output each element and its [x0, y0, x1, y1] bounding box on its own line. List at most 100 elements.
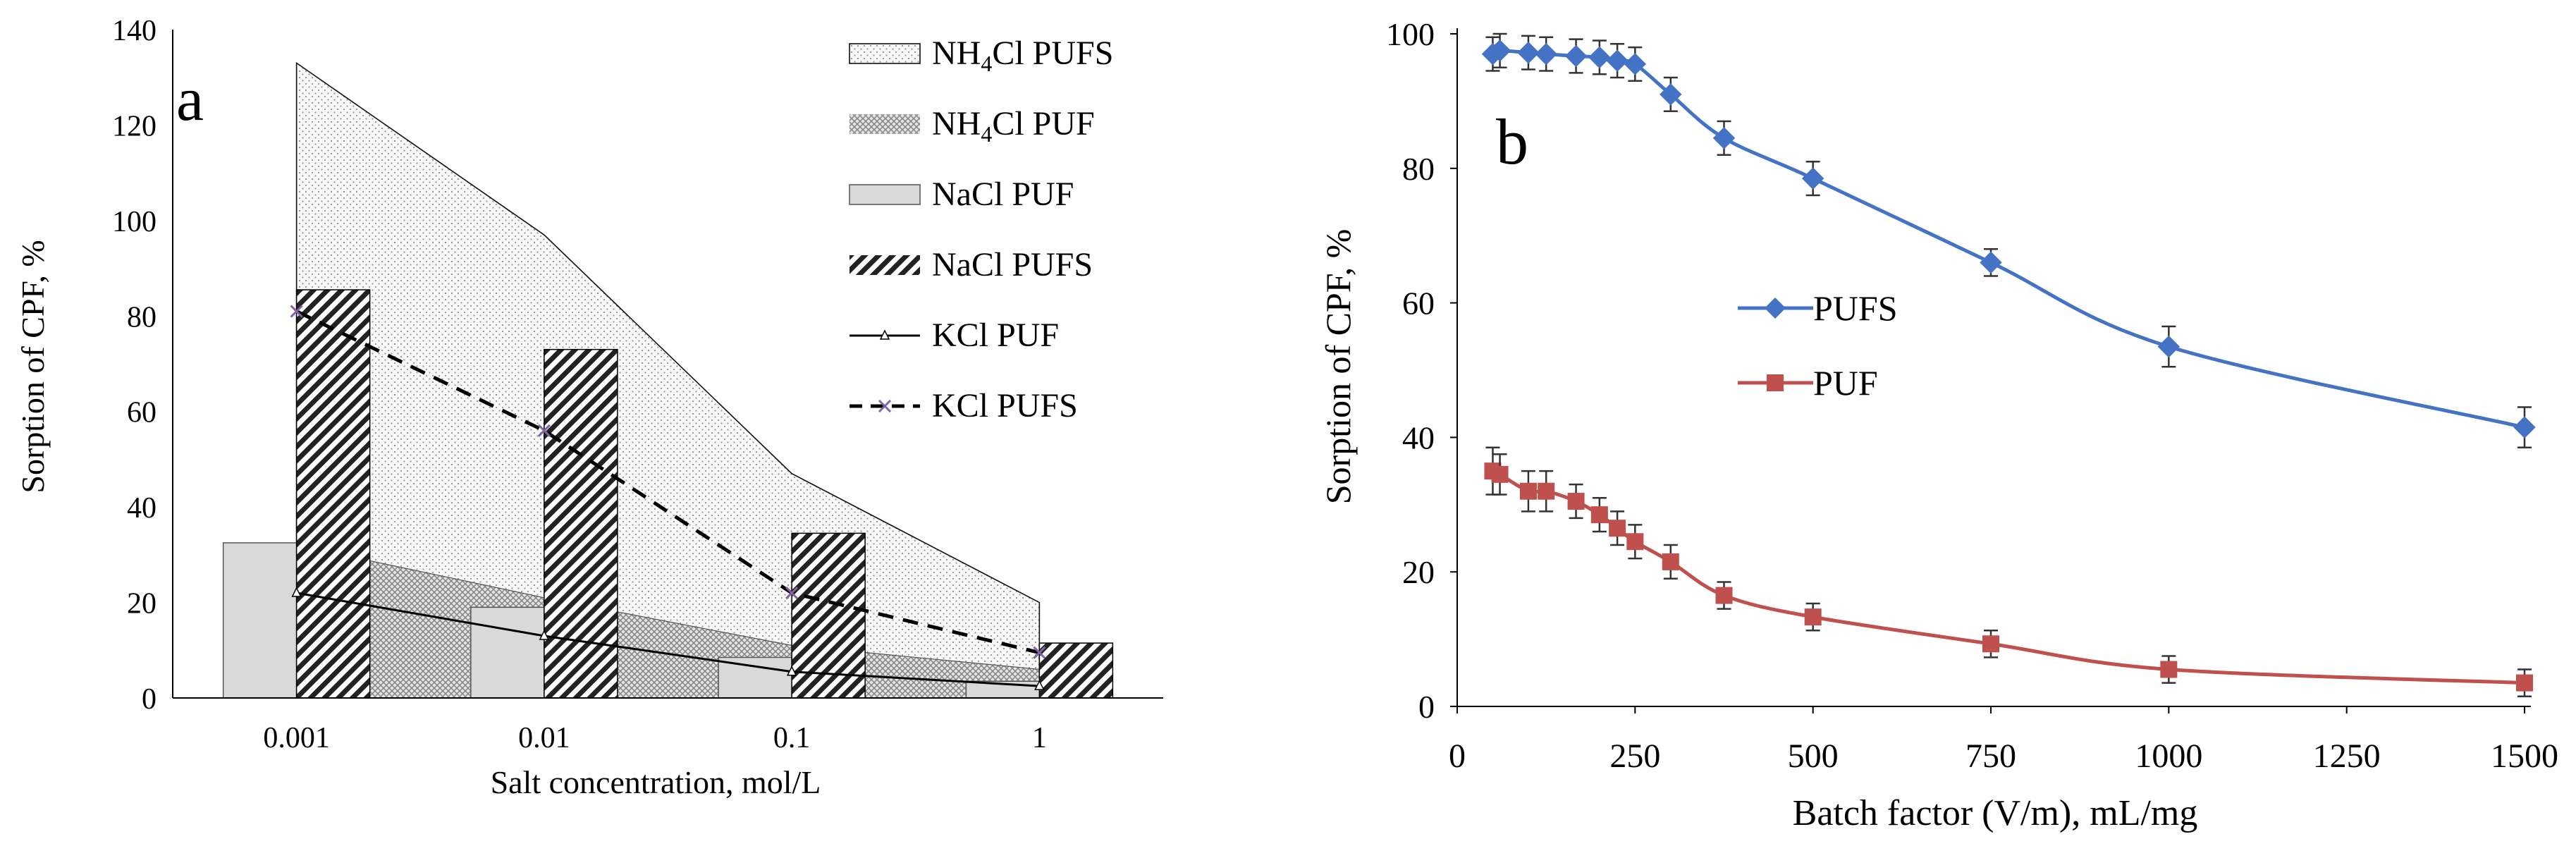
- bar-layer: [222, 289, 1114, 699]
- bar-nacl-puf: [222, 542, 298, 699]
- panel-label: b: [1496, 106, 1528, 178]
- point-kcl-pufs: [785, 586, 799, 600]
- y-tick-label: 0: [142, 683, 157, 716]
- x-tick-labels: 0 250 500 750 1000 1250 1500: [1449, 706, 2558, 775]
- legend: NH4Cl PUFS NH4Cl PUF NaCl PUF NaCl PUFS KCl …: [849, 35, 1113, 424]
- data-point: [1519, 482, 1537, 500]
- y-axis-label: Sorption of CPF, %: [1318, 229, 1358, 505]
- data-point: [1588, 46, 1611, 69]
- series-puf: [1484, 446, 2533, 697]
- area-layer: [295, 61, 1041, 699]
- x-tick-label: 0.01: [518, 722, 570, 754]
- series-pufs: [1481, 32, 2536, 448]
- chart-panel-a: 0 20 40 60 80 100 120 140 0.001 0.01 0.1 1 Sorptio…: [15, 15, 1163, 800]
- legend-item: PUF: [1738, 363, 1878, 403]
- data-point: [1715, 587, 1733, 604]
- axes: [1456, 28, 2531, 707]
- data-point: [1606, 49, 1629, 72]
- bar-nacl-pufs: [1038, 642, 1114, 699]
- bar-nacl-puf: [718, 656, 792, 699]
- legend-label: NH4Cl PUFS: [932, 35, 1113, 76]
- y-tick-label: 20: [127, 588, 157, 620]
- legend-label: PUFS: [1813, 288, 1898, 328]
- data-point: [1804, 608, 1822, 626]
- line-kcl-pufs: [295, 310, 1040, 655]
- data-point: [1517, 42, 1540, 64]
- y-tick-label: 60: [1402, 286, 1435, 321]
- line-kcl-puf: [296, 592, 1040, 687]
- legend-item: NH4Cl PUFS: [849, 35, 1113, 76]
- series-layer: [1481, 32, 2536, 697]
- legend-swatch: [850, 114, 920, 134]
- y-axis-label: Sorption of CPF, %: [15, 240, 51, 493]
- point-kcl-puf: [539, 630, 550, 640]
- legend-item: NH4Cl PUF: [850, 105, 1095, 147]
- data-point: [1662, 553, 1679, 570]
- x-tick-label: 0.001: [263, 722, 330, 754]
- legend-swatch: [849, 184, 921, 205]
- line-layer: [290, 305, 1046, 690]
- data-point: [2513, 416, 2536, 439]
- legend-label: NaCl PUFS: [932, 246, 1093, 283]
- data-point: [1609, 520, 1626, 537]
- legend-label: NH4Cl PUF: [932, 105, 1095, 147]
- legend-item: KCl PUF: [850, 317, 1059, 354]
- x-tick-label: 1250: [2313, 737, 2381, 775]
- panel-label: a: [176, 66, 204, 134]
- point-kcl-puf: [291, 587, 302, 597]
- bar-nacl-pufs: [791, 532, 866, 699]
- data-point: [1624, 53, 1647, 75]
- y-tick-label: 100: [112, 206, 157, 238]
- legend-swatch: [850, 255, 920, 275]
- bar-nacl-pufs: [544, 348, 618, 699]
- x-tick-labels: 0.001 0.01 0.1 1: [263, 722, 1047, 754]
- y-tick-label: 140: [112, 15, 157, 47]
- legend-label: PUF: [1813, 363, 1878, 403]
- x-tick-label: 750: [1965, 737, 2016, 775]
- point-kcl-puf: [786, 666, 797, 676]
- y-tick-label: 40: [1402, 419, 1435, 455]
- x-tick-label: 1500: [2491, 737, 2558, 775]
- y-tick-label: 60: [127, 397, 157, 429]
- data-point: [2157, 335, 2181, 358]
- data-point: [1660, 83, 1682, 106]
- legend-swatch: [849, 43, 921, 64]
- data-point: [1491, 465, 1509, 483]
- point-kcl-pufs: [537, 424, 551, 437]
- data-point: [1712, 127, 1736, 149]
- series-line: [1491, 49, 2525, 429]
- data-point: [1590, 506, 1608, 524]
- bar-nacl-pufs: [295, 289, 371, 699]
- x-tick-label: 1000: [2135, 737, 2202, 775]
- x-tick-label: 0: [1449, 737, 1466, 775]
- data-point: [1538, 482, 1555, 500]
- data-point: [1488, 39, 1511, 62]
- y-tick-label: 40: [127, 492, 157, 525]
- legend: PUFS PUF: [1738, 288, 1898, 403]
- y-tick-labels: 0 20 40 60 80 100 120 140: [112, 15, 157, 716]
- legend-label: KCl PUF: [932, 317, 1059, 354]
- point-kcl-pufs: [1033, 646, 1046, 659]
- legend-item: KCl PUFS: [850, 387, 1078, 424]
- legend-item: PUFS: [1738, 288, 1898, 328]
- data-point: [1567, 493, 1585, 510]
- y-tick-label: 100: [1386, 16, 1435, 52]
- y-tick-label: 80: [1402, 151, 1435, 187]
- chart-panel-b: 0 20 40 60 80 100 0 250 500 750 1000 1250 1500 Sorp…: [1318, 16, 2558, 833]
- y-tick-label: 20: [1402, 554, 1435, 590]
- y-tick-labels: 0 20 40 60 80 100: [1386, 16, 1457, 725]
- data-point: [1626, 533, 1644, 551]
- data-point: [1982, 635, 1999, 653]
- data-point: [2516, 674, 2533, 692]
- point-kcl-puf: [1034, 680, 1045, 690]
- legend-label: NaCl PUF: [932, 176, 1074, 213]
- x-tick-label: 0.1: [773, 722, 811, 754]
- legend-label: KCl PUFS: [932, 387, 1078, 424]
- y-tick-label: 80: [127, 301, 157, 333]
- data-point: [1564, 44, 1588, 68]
- x-tick-label: 1: [1032, 722, 1047, 754]
- series-line: [1492, 469, 2525, 685]
- x-tick-label: 250: [1609, 737, 1660, 775]
- legend-item: NaCl PUF: [849, 176, 1074, 213]
